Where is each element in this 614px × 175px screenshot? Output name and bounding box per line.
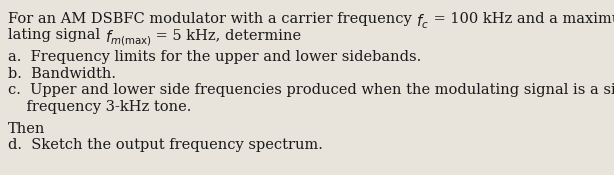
Text: c.  Upper and lower side frequencies produced when the modulating signal is a si: c. Upper and lower side frequencies prod… xyxy=(8,83,614,97)
Text: = 5 kHz, determine: = 5 kHz, determine xyxy=(151,28,301,42)
Text: = 100 kHz and a maximum modu-: = 100 kHz and a maximum modu- xyxy=(429,12,614,26)
Text: Then: Then xyxy=(8,122,45,136)
Text: b.  Bandwidth.: b. Bandwidth. xyxy=(8,67,116,81)
Text: d.  Sketch the output frequency spectrum.: d. Sketch the output frequency spectrum. xyxy=(8,138,323,152)
Text: lating signal: lating signal xyxy=(8,28,105,42)
Text: frequency 3-kHz tone.: frequency 3-kHz tone. xyxy=(8,100,192,114)
Text: $f_{m(\mathrm{max})}$: $f_{m(\mathrm{max})}$ xyxy=(105,28,151,48)
Text: For an AM DSBFC modulator with a carrier frequency: For an AM DSBFC modulator with a carrier… xyxy=(8,12,416,26)
Text: $f_c$: $f_c$ xyxy=(416,12,429,31)
Text: a.  Frequency limits for the upper and lower sidebands.: a. Frequency limits for the upper and lo… xyxy=(8,50,421,64)
